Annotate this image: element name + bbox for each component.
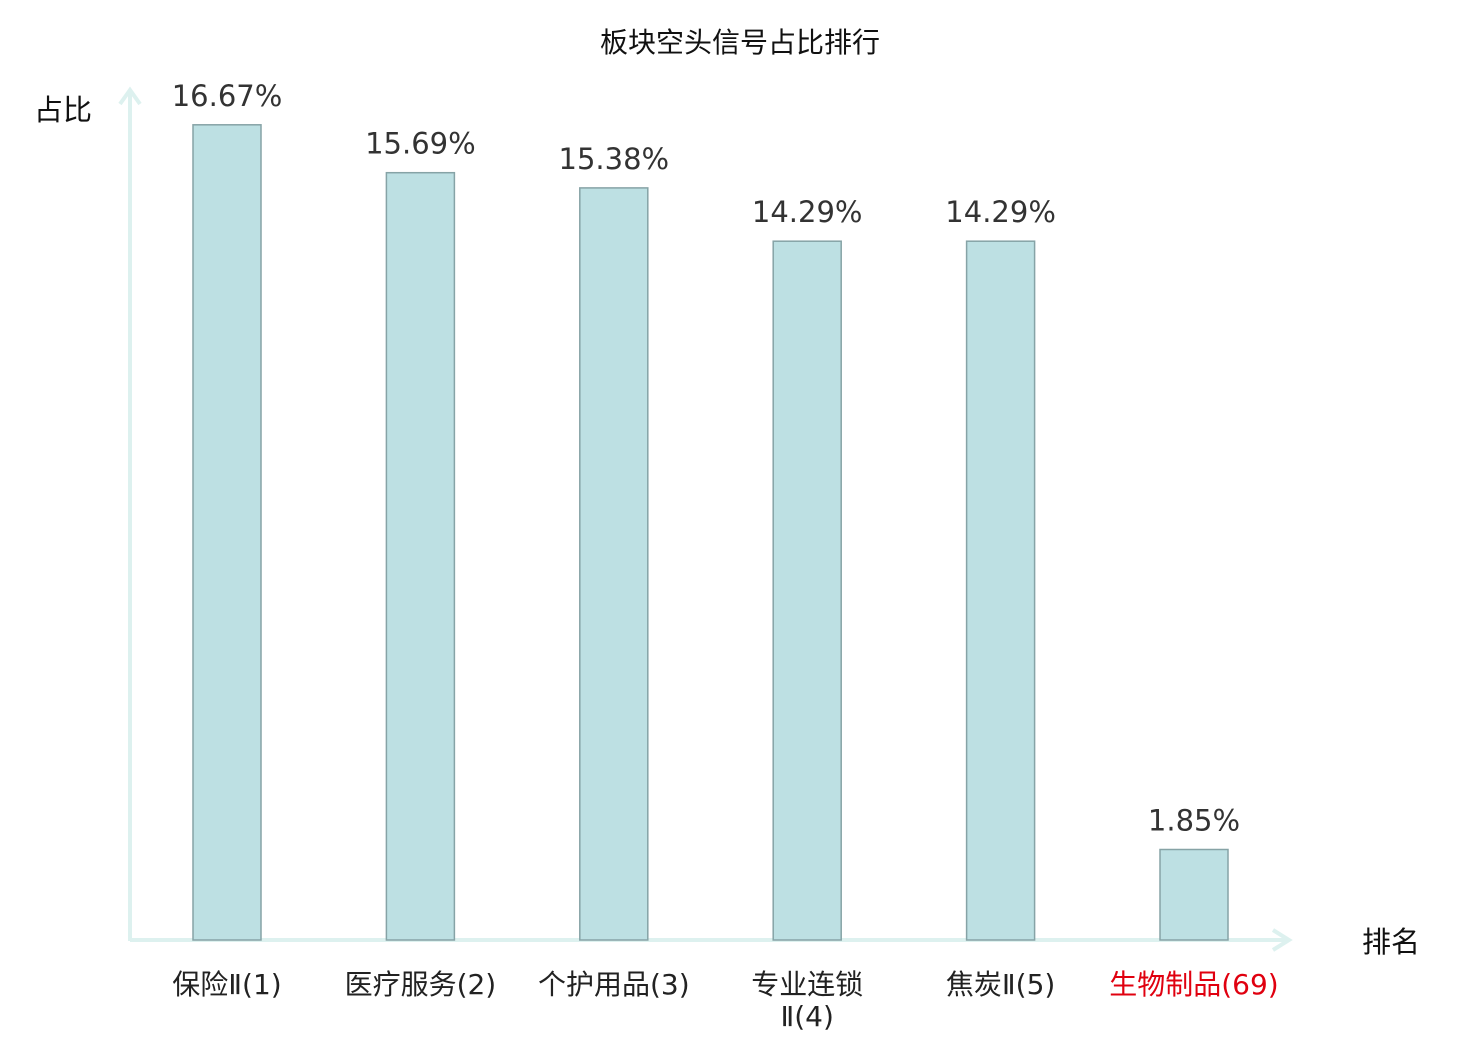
- bar: [385, 171, 456, 941]
- y-axis-arrow: [118, 86, 142, 106]
- bar: [1159, 848, 1229, 941]
- bar: [192, 124, 262, 941]
- bars-group: [192, 124, 1229, 941]
- data-label: 14.29%: [752, 195, 863, 229]
- category-labels-group: 保险Ⅱ(1) 医疗服务(2) 个护用品(3) 专业连锁 Ⅱ(4) 焦炭Ⅱ(5) 生物制品(6…: [172, 968, 1278, 1033]
- x-tick-label: 医疗服务(2): [345, 968, 497, 1001]
- y-axis: [118, 86, 142, 941]
- x-axis-label: 排名: [1362, 925, 1420, 959]
- value-labels-group: 16.67% 15.69% 15.38% 14.29% 14.29% 1.85%: [172, 79, 1240, 838]
- x-tick-label: 保险Ⅱ(1): [172, 968, 281, 1001]
- data-label: 1.85%: [1148, 804, 1240, 838]
- x-axis: [130, 928, 1293, 952]
- x-axis-arrow: [1271, 928, 1293, 952]
- y-axis-label: 占比: [34, 93, 92, 127]
- x-tick-label: 个护用品(3): [538, 968, 690, 1001]
- bar: [772, 240, 842, 941]
- data-label: 16.67%: [172, 79, 283, 113]
- bar: [965, 240, 1036, 941]
- x-tick-label: 生物制品(69): [1109, 968, 1278, 1001]
- chart-title: 板块空头信号占比排行: [600, 26, 880, 59]
- x-tick-label: 专业连锁 Ⅱ(4): [751, 968, 863, 1033]
- bar: [579, 187, 649, 941]
- data-label: 15.69%: [365, 127, 476, 161]
- x-tick-label: 焦炭Ⅱ(5): [946, 968, 1055, 1001]
- data-label: 15.38%: [559, 142, 670, 176]
- data-label: 14.29%: [945, 195, 1056, 229]
